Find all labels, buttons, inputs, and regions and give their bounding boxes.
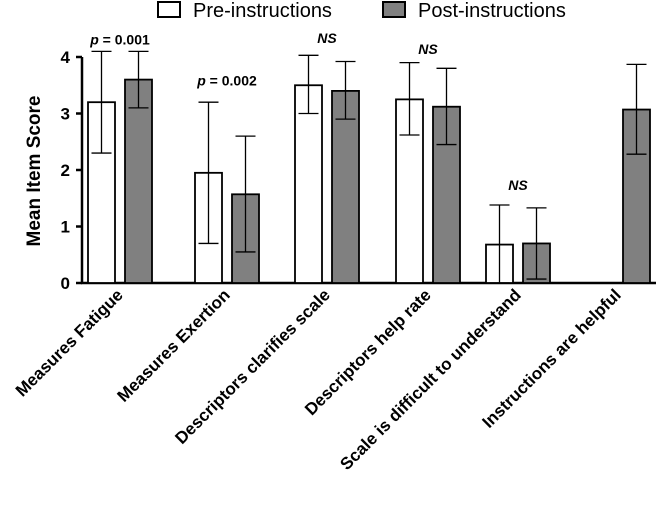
bar-post [432, 105, 461, 284]
y-tick-label: 0 [61, 274, 70, 293]
x-tick-label: Measures Exertion [113, 285, 233, 405]
y-tick-label: 3 [61, 105, 70, 124]
annotation-text: = 0.002 [206, 72, 257, 88]
bar-post [124, 78, 153, 284]
y-tick-label: 4 [61, 48, 71, 67]
significance-annotation: p = 0.001 [89, 32, 150, 48]
annotation-prefix: p [89, 32, 99, 48]
annotation-prefix: p [196, 72, 206, 88]
error-bars [91, 50, 647, 284]
y-tick-label: 2 [61, 161, 70, 180]
x-tick-label: Scale is difficult to understand [336, 285, 524, 473]
legend-label-post: Post-instructions [418, 0, 566, 22]
legend-swatch-pre [157, 1, 181, 18]
y-axis-title: Mean Item Score [24, 96, 45, 247]
annotation-text: = 0.001 [99, 32, 150, 48]
significance-annotation: NS [317, 30, 337, 46]
y-ticks: 0 1 2 3 4 [61, 48, 82, 293]
significance-annotation: NS [508, 177, 528, 193]
legend-label-pre: Pre-instructions [193, 0, 332, 22]
legend: Pre-instructions Post-instructions [157, 0, 566, 22]
bars [87, 78, 651, 284]
bar-pre [294, 84, 323, 284]
bar-post [331, 90, 360, 284]
significance-annotation: p = 0.002 [196, 72, 257, 88]
legend-swatch-post [382, 1, 406, 18]
y-tick-label: 1 [61, 218, 70, 237]
x-tick-label: Measures Fatigue [12, 285, 127, 400]
significance-annotation: NS [418, 41, 438, 57]
